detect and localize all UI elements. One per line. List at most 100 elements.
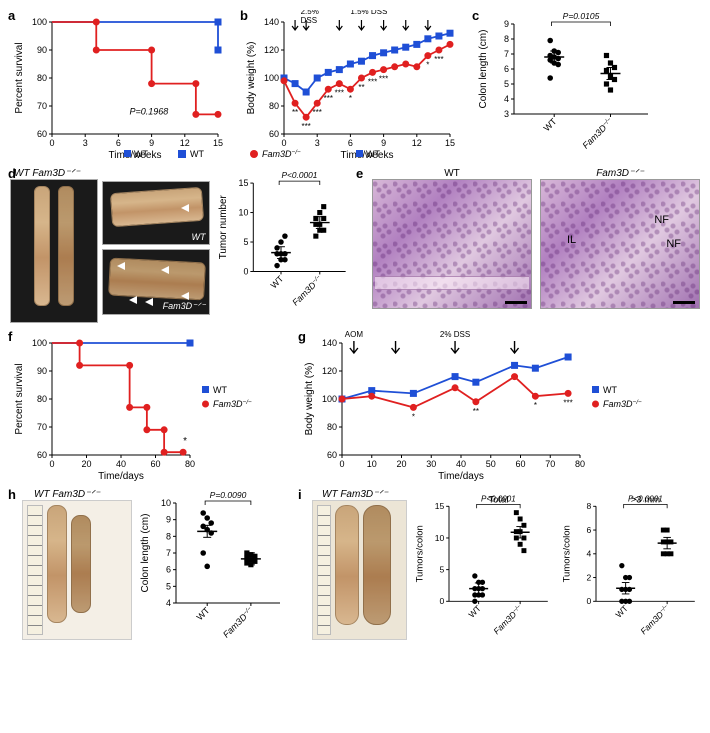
svg-text:80: 80	[575, 459, 585, 469]
svg-text:60: 60	[327, 450, 337, 460]
svg-text:4: 4	[166, 598, 171, 608]
panel-f: f 02040608060708090100Time/daysPercent s…	[10, 331, 294, 481]
svg-text:Tumors/colon: Tumors/colon	[561, 525, 572, 582]
svg-text:0: 0	[439, 596, 444, 606]
panel-e: e WT Fam3D⁻ᐟ⁻ IL NF NF	[358, 168, 700, 323]
svg-text:WT: WT	[134, 149, 148, 159]
panel-d-photo-right: WT Fam3D⁻ᐟ⁻	[102, 168, 210, 315]
panel-h-photo: WT Fam3D⁻ᐟ⁻	[10, 489, 132, 649]
svg-text:***: ***	[301, 122, 310, 131]
svg-text:60: 60	[37, 129, 47, 139]
svg-text:Fam3D−/−: Fam3D−/−	[262, 149, 301, 159]
svg-text:5: 5	[504, 79, 509, 89]
svg-text:*: *	[426, 61, 429, 70]
svg-text:80: 80	[37, 73, 47, 83]
svg-text:WT: WT	[269, 273, 286, 290]
svg-text:6: 6	[166, 565, 171, 575]
panel-b: b 036912156080100120140Time/weeksBody we…	[242, 10, 468, 160]
svg-text:***: ***	[368, 77, 377, 86]
svg-text:100: 100	[264, 73, 279, 83]
svg-text:Fam3D−/−: Fam3D−/−	[491, 603, 524, 636]
svg-text:9: 9	[149, 138, 154, 148]
svg-text:70: 70	[545, 459, 555, 469]
svg-text:Fam3D−/−: Fam3D−/−	[221, 605, 256, 640]
svg-text:P=0.0090: P=0.0090	[210, 490, 247, 500]
panel-c-label: c	[472, 8, 479, 23]
svg-text:5: 5	[244, 237, 249, 247]
svg-text:Percent survival: Percent survival	[14, 363, 25, 434]
svg-text:*: *	[412, 412, 415, 421]
svg-text:80: 80	[185, 459, 195, 469]
svg-text:2: 2	[586, 572, 591, 582]
svg-text:WT: WT	[613, 603, 630, 620]
svg-text:0: 0	[586, 596, 591, 606]
panel-i-label: i	[298, 487, 302, 502]
panel-a-label: a	[8, 8, 15, 23]
svg-text:7: 7	[166, 548, 171, 558]
svg-text:8: 8	[504, 34, 509, 44]
svg-text:Fam3D−/−: Fam3D−/−	[213, 399, 252, 409]
panel-b-label: b	[240, 8, 248, 23]
svg-text:Colon length (cm): Colon length (cm)	[478, 30, 489, 109]
svg-text:WT: WT	[213, 385, 227, 395]
svg-text:6: 6	[586, 525, 591, 535]
panel-e-label: e	[356, 166, 363, 181]
svg-text:60: 60	[269, 129, 279, 139]
svg-text:60: 60	[515, 459, 525, 469]
panel-b-svg: 036912156080100120140Time/weeksBody weig…	[242, 10, 462, 160]
svg-text:Fam3D−/−: Fam3D−/−	[291, 273, 325, 307]
svg-text:*: *	[183, 436, 187, 447]
panel-a: a 0369121560708090100Time/weeksPercent s…	[10, 10, 236, 160]
svg-text:100: 100	[322, 394, 337, 404]
svg-text:10: 10	[435, 533, 445, 543]
svg-text:0: 0	[281, 138, 286, 148]
panel-h-label: h	[8, 487, 16, 502]
svg-text:40: 40	[116, 459, 126, 469]
svg-text:P=0.0105: P=0.0105	[563, 11, 600, 21]
panel-i-total: 051015Tumors/colonTotalP<0.0001WTFam3D−/…	[411, 489, 554, 649]
panel-e-ko-title: Fam3D⁻ᐟ⁻	[540, 168, 700, 179]
svg-text:**: **	[358, 83, 364, 92]
svg-text:40: 40	[456, 459, 466, 469]
svg-text:*: *	[534, 401, 537, 410]
svg-text:0: 0	[49, 138, 54, 148]
svg-text:12: 12	[412, 138, 422, 148]
svg-text:**: **	[473, 407, 479, 416]
svg-text:6: 6	[504, 64, 509, 74]
svg-text:80: 80	[269, 101, 279, 111]
svg-text:2% DSS: 2% DSS	[440, 331, 470, 339]
svg-text:Percent survival: Percent survival	[14, 42, 25, 113]
svg-text:***: ***	[379, 75, 388, 84]
svg-text:5: 5	[439, 564, 444, 574]
svg-text:80: 80	[37, 394, 47, 404]
svg-text:Body weight (%): Body weight (%)	[304, 363, 315, 436]
svg-text:Body weight (%): Body weight (%)	[246, 42, 257, 115]
svg-text:1.5% DSS: 1.5% DSS	[350, 10, 387, 16]
svg-text:0: 0	[244, 266, 249, 276]
svg-text:AOM: AOM	[345, 331, 364, 339]
svg-text:***: ***	[434, 55, 443, 64]
svg-text:***: ***	[335, 89, 344, 98]
svg-text:6: 6	[116, 138, 121, 148]
svg-text:Fam3D−/−: Fam3D−/−	[603, 399, 642, 409]
svg-text:80: 80	[327, 422, 337, 432]
panel-d: d WT Fam3D⁻ᐟ⁻ WT Fam3D⁻ᐟ⁻	[10, 168, 352, 323]
svg-text:70: 70	[37, 101, 47, 111]
svg-text:P<0.0001: P<0.0001	[628, 495, 663, 504]
svg-text:120: 120	[264, 45, 279, 55]
svg-text:Colon length (cm): Colon length (cm)	[140, 514, 151, 593]
svg-text:100: 100	[32, 17, 47, 27]
svg-text:P=0.1968: P=0.1968	[129, 106, 168, 116]
svg-text:30: 30	[426, 459, 436, 469]
svg-text:Time/days: Time/days	[438, 471, 484, 481]
svg-text:5: 5	[166, 581, 171, 591]
svg-text:DSS: DSS	[301, 16, 317, 25]
svg-text:140: 140	[322, 338, 337, 348]
svg-text:10: 10	[367, 459, 377, 469]
svg-text:P<0.0001: P<0.0001	[282, 170, 318, 180]
panel-g-label: g	[298, 329, 306, 344]
svg-text:Fam3D−/−: Fam3D−/−	[638, 603, 671, 636]
svg-text:8: 8	[586, 501, 591, 511]
panel-d-photo-left: WT Fam3D⁻ᐟ⁻	[10, 168, 98, 323]
svg-text:***: ***	[324, 94, 333, 103]
